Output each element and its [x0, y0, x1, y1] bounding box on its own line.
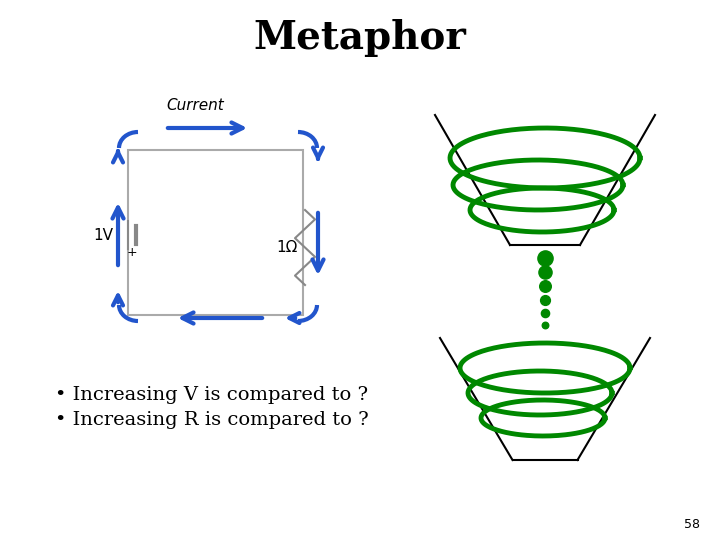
- Text: 1Ω: 1Ω: [276, 240, 297, 254]
- Point: [539, 309, 551, 318]
- Bar: [128, 150, 303, 315]
- Point: [539, 254, 551, 262]
- Text: +: +: [127, 246, 138, 259]
- Text: 1V: 1V: [93, 227, 113, 242]
- Text: • Increasing V is compared to ?: • Increasing V is compared to ?: [55, 386, 368, 404]
- Text: 58: 58: [684, 518, 700, 531]
- Text: Metaphor: Metaphor: [253, 19, 467, 57]
- Text: Current: Current: [166, 98, 224, 112]
- Point: [539, 321, 551, 329]
- Point: [539, 268, 551, 276]
- Text: • Increasing R is compared to ?: • Increasing R is compared to ?: [55, 411, 369, 429]
- Point: [539, 282, 551, 291]
- Point: [539, 296, 551, 305]
